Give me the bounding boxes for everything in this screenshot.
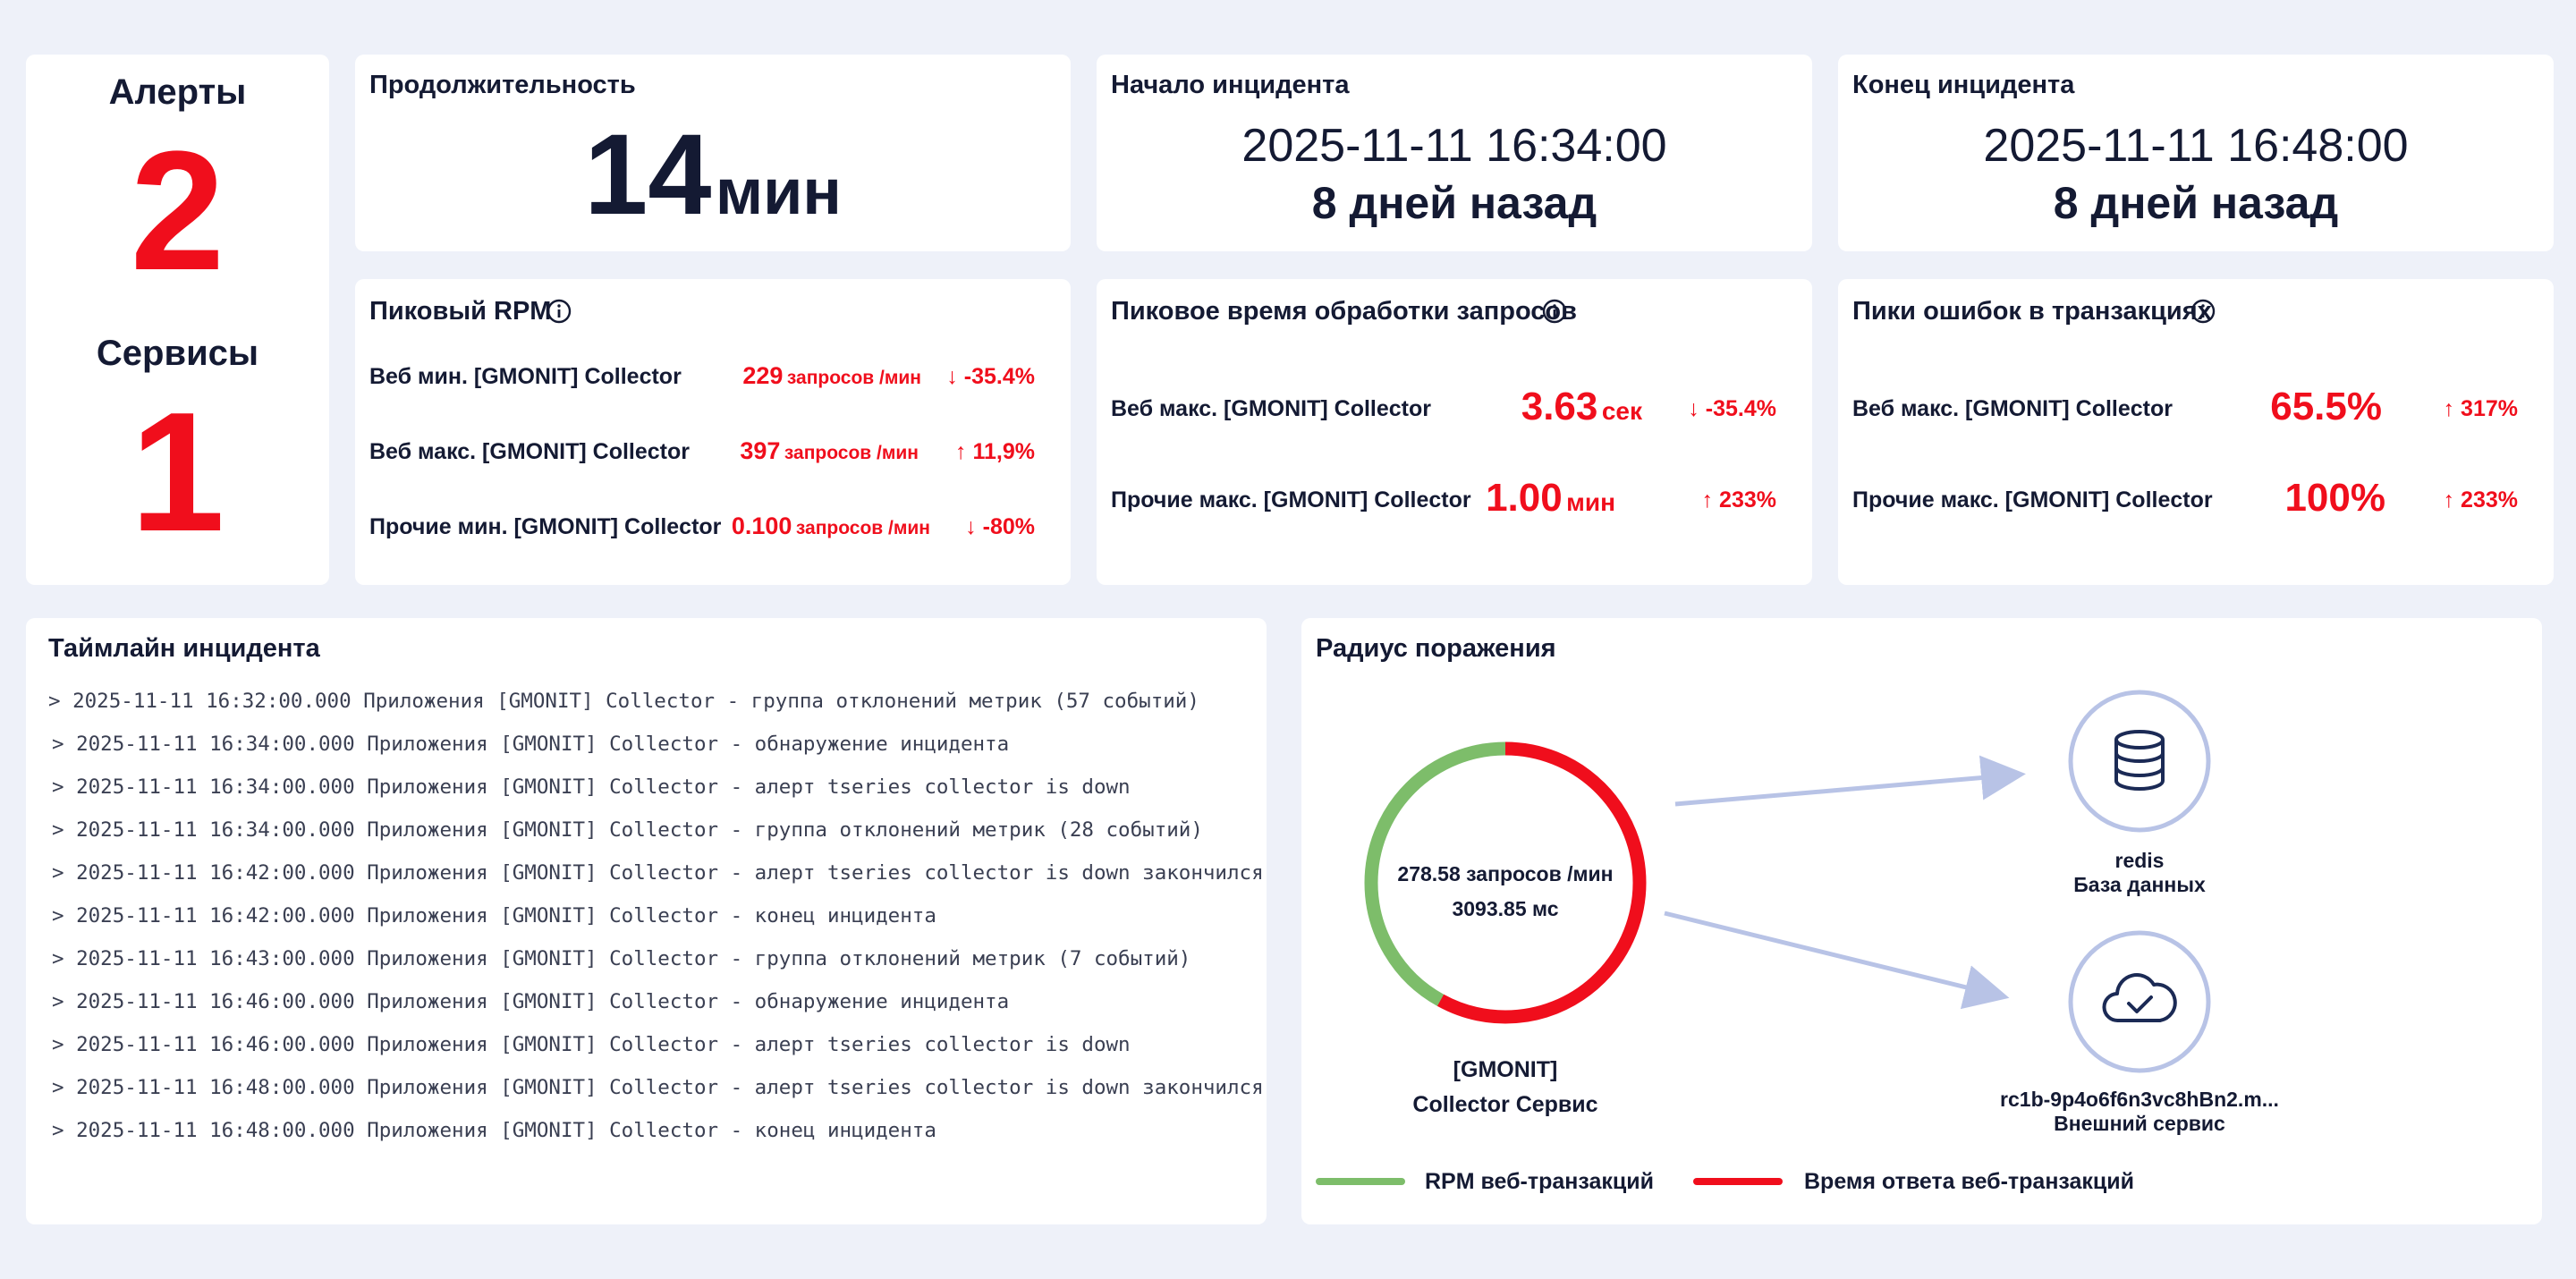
peak-rpm-row-value: 397 запросов /мин <box>740 437 919 464</box>
timeline-event: > 2025-11-11 16:32:00.000 Приложения [GM… <box>48 690 1199 713</box>
redis-node-type: База данных <box>2073 873 2206 896</box>
timeline-event: > 2025-11-11 16:48:00.000 Приложения [GM… <box>52 1076 1264 1099</box>
incident-start-card: Начало инцидента 2025-11-11 16:34:00 8 д… <box>1097 55 1812 251</box>
peak-time-row-value: 3.63 сек <box>1521 385 1642 428</box>
peak-rpm-title: Пиковый RPM <box>369 297 552 326</box>
services-count: 1 <box>130 377 225 567</box>
peak-time-title: Пиковое время обработки запросов <box>1111 297 1577 326</box>
peak-time-row-label: Веб макс. [GMONIT] Collector <box>1111 396 1431 421</box>
end-title: Конец инцидента <box>1852 71 2075 99</box>
external-node-name: rc1b-9p4o6f6n3vc8hBn2.m... <box>2000 1088 2279 1111</box>
info-icon[interactable] <box>546 298 572 325</box>
peak-time-row-value: 1.00 мин <box>1486 476 1615 520</box>
response-time-ring-segment <box>1364 741 1647 1024</box>
alerts-title: Алерты <box>108 72 247 112</box>
duration-title: Продолжительность <box>369 71 636 99</box>
peak-errors-card: Пики ошибок в транзакциях Веб макс. [GMO… <box>1838 279 2554 585</box>
end-relative: 8 дней назад <box>2053 178 2339 228</box>
timeline-event: > 2025-11-11 16:42:00.000 Приложения [GM… <box>52 861 1264 885</box>
legend-rpm-swatch <box>1316 1178 1405 1185</box>
timeline-event: > 2025-11-11 16:42:00.000 Приложения [GM… <box>52 904 936 927</box>
duration-value-wrap: 14 мин <box>355 118 1071 233</box>
end-datetime: 2025-11-11 16:48:00 <box>1983 120 2409 172</box>
edge-to-external <box>1664 911 2010 1010</box>
info-icon[interactable] <box>2190 298 2216 325</box>
redis-node-name: redis <box>2114 849 2165 872</box>
start-datetime: 2025-11-11 16:34:00 <box>1241 120 1667 172</box>
peak-errors-row-delta: ↑ 233% <box>2443 487 2518 512</box>
center-rpm: 278.58 запросов /мин <box>1397 862 1614 885</box>
peak-rpm-row-label: Прочие мин. [GMONIT] Collector <box>369 514 722 539</box>
peak-time-row-label: Прочие макс. [GMONIT] Collector <box>1111 487 1471 512</box>
peak-rpm-card: Пиковый RPM Веб мин. [GMONIT] Collector … <box>355 279 1071 585</box>
peak-rpm-row-label: Веб мин. [GMONIT] Collector <box>369 364 682 389</box>
timeline-event: > 2025-11-11 16:34:00.000 Приложения [GM… <box>52 818 1203 842</box>
external-node-type: Внешний сервис <box>2054 1112 2225 1135</box>
peak-errors-row-delta: ↑ 317% <box>2443 396 2518 421</box>
peak-time-card: Пиковое время обработки запросов Веб мак… <box>1097 279 1812 585</box>
peak-rpm-row-value: 0.100 запросов /мин <box>731 512 930 539</box>
peak-rpm-row-delta: ↑ 11,9% <box>955 439 1035 464</box>
center-ms: 3093.85 мс <box>1452 897 1559 920</box>
legend-time-swatch <box>1693 1178 1783 1185</box>
service-name-line2: Collector Сервис <box>1412 1092 1598 1117</box>
blast-radius-card: Радиус поражения 278.58 запросов /мин 30… <box>1301 618 2542 1224</box>
external-service-node[interactable] <box>2068 930 2211 1073</box>
start-title: Начало инцидента <box>1111 71 1350 99</box>
blast-radius-graph <box>1364 690 2211 1073</box>
timeline-card: Таймлайн инцидента > 2025-11-11 16:32:00… <box>26 618 1267 1224</box>
blast-radius-title: Радиус поражения <box>1316 634 1556 663</box>
peak-rpm-row-delta: ↓ -80% <box>965 514 1035 539</box>
legend-time-label[interactable]: Время ответа веб-транзакций <box>1804 1169 2135 1194</box>
timeline-event: > 2025-11-11 16:48:00.000 Приложения [GM… <box>52 1119 936 1142</box>
alerts-count: 2 <box>130 116 225 306</box>
timeline-title: Таймлайн инцидента <box>48 634 320 663</box>
peak-time-row-delta: ↓ -35.4% <box>1688 396 1776 421</box>
edge-to-redis <box>1674 755 2026 807</box>
peak-rpm-row-delta: ↓ -35.4% <box>946 364 1035 389</box>
timeline-event: > 2025-11-11 16:34:00.000 Приложения [GM… <box>52 775 1131 799</box>
peak-errors-row-value: 100% <box>2284 476 2385 520</box>
timeline-event: > 2025-11-11 16:46:00.000 Приложения [GM… <box>52 1033 1131 1056</box>
alerts-card: Алерты 2 Сервисы 1 <box>26 55 329 585</box>
duration-card: Продолжительность 14 мин <box>355 55 1071 251</box>
peak-errors-row-label: Веб макс. [GMONIT] Collector <box>1852 396 2173 421</box>
duration-value: 14 <box>584 111 712 239</box>
peak-rpm-row-value: 229 запросов /мин <box>742 362 921 389</box>
peak-rpm-row-label: Веб макс. [GMONIT] Collector <box>369 439 690 464</box>
incident-end-card: Конец инцидента 2025-11-11 16:48:00 8 дн… <box>1838 55 2554 251</box>
timeline-event: > 2025-11-11 16:46:00.000 Приложения [GM… <box>52 990 1010 1013</box>
info-icon[interactable] <box>1541 298 1568 325</box>
database-icon <box>2114 730 2165 791</box>
services-title: Сервисы <box>96 334 259 373</box>
peak-errors-row-value: 65.5% <box>2270 385 2382 428</box>
duration-unit: мин <box>715 157 842 228</box>
peak-errors-row-label: Прочие макс. [GMONIT] Collector <box>1852 487 2213 512</box>
cloud-check-icon <box>2102 973 2177 1023</box>
legend-rpm-label[interactable]: RPM веб-транзакций <box>1425 1169 1655 1194</box>
start-relative: 8 дней назад <box>1311 178 1597 228</box>
timeline-event: > 2025-11-11 16:43:00.000 Приложения [GM… <box>52 947 1191 970</box>
peak-time-row-delta: ↑ 233% <box>1701 487 1776 512</box>
timeline-event: > 2025-11-11 16:34:00.000 Приложения [GM… <box>52 733 1010 756</box>
service-name-line1: [GMONIT] <box>1453 1057 1558 1082</box>
peak-errors-title: Пики ошибок в транзакциях <box>1852 297 2212 326</box>
